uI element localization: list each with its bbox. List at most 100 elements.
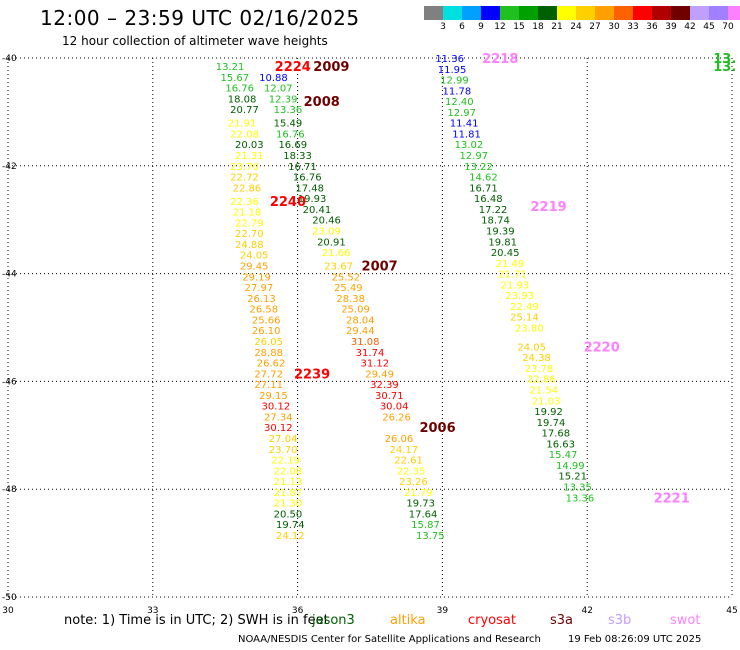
swh-value: 24.12 [276, 531, 305, 542]
colorbar-label: 45 [703, 22, 715, 32]
swh-value: 20.77 [230, 105, 259, 116]
swh-value: 25.66 [252, 315, 281, 326]
swh-value: 16.71 [288, 162, 317, 173]
swh-value: 16.76 [276, 129, 305, 140]
swh-value: 21.03 [532, 396, 561, 407]
colorbar-label: 27 [589, 22, 601, 32]
swh-value: 12.40 [445, 97, 474, 108]
swh-value: 29.44 [346, 326, 375, 337]
swh-value: 30.12 [262, 402, 291, 413]
swh-value: 22.19 [271, 456, 300, 467]
swh-value: 24.05 [240, 251, 269, 262]
swh-value: 22.49 [510, 302, 539, 313]
pass-13.: 13. [713, 60, 736, 75]
pass-13.: 13. [713, 52, 736, 67]
lon-tick-label: 39 [437, 606, 449, 616]
satellite-legend: jason3 altika cryosat s3a s3b swot [312, 613, 732, 631]
swh-value: 19.93 [298, 194, 327, 205]
lon-tick-label: 30 [2, 606, 14, 616]
colorbar-swatch [728, 6, 740, 20]
pass-id-label: 13. [713, 52, 736, 67]
pass-2006: 26.0624.1722.6122.3523.2621.7919.7317.64… [385, 421, 456, 542]
lat-tick-label: -46 [2, 377, 17, 387]
swh-value: 28.38 [336, 294, 365, 305]
colorbar-label: 70 [722, 22, 734, 32]
colorbar-label: 12 [494, 22, 506, 32]
swh-value: 21.54 [529, 385, 558, 396]
swh-value: 11.81 [452, 129, 481, 140]
colorbar-label: 3 [440, 22, 446, 32]
swh-value: 13.35 [563, 483, 592, 494]
swh-value: 26.06 [385, 434, 414, 445]
satellite-legend-swot: swot [670, 613, 701, 628]
swh-value: 27.04 [269, 434, 298, 445]
swh-value: 11.36 [435, 54, 464, 65]
pass-2009: 13.2115.6716.7618.0820.7721.9122.0820.03… [216, 60, 350, 194]
swh-value: 23.67 [324, 262, 353, 273]
swh-value: 26.62 [257, 359, 286, 370]
swh-value: 15.21 [558, 472, 587, 483]
swh-value: 13.75 [416, 531, 445, 542]
colorbar-label: 21 [551, 22, 563, 32]
swh-value: 23.26 [399, 477, 428, 488]
swh-value: 22.08 [230, 129, 259, 140]
map-subtitle: 12 hour collection of altimeter wave hei… [62, 34, 328, 48]
swh-value: 19.74 [537, 418, 566, 429]
lat-tick-label: -48 [2, 485, 17, 495]
swh-value: 20.41 [303, 205, 332, 216]
swh-value: 21.71 [498, 270, 527, 281]
swh-value: 20.03 [235, 140, 264, 151]
colorbar-swatch [519, 6, 538, 20]
lat-tick-label: -44 [2, 270, 17, 280]
pass-2008: 10.8812.0712.3913.3615.4916.7616.6918.33… [259, 73, 350, 259]
colorbar-swatch [671, 6, 690, 20]
swh-value: 29.49 [365, 369, 394, 380]
colorbar-swatch [500, 6, 519, 20]
lat-tick-label: -40 [2, 54, 17, 64]
swh-value: 16.76 [293, 173, 322, 184]
colorbar-swatch [576, 6, 595, 20]
swh-value: 31.74 [356, 348, 385, 359]
pass-2239: 29.1530.1227.3430.1227.0423.7022.1922.08… [259, 367, 330, 542]
pass-id-label: 2239 [294, 367, 330, 382]
colorbar-swatch [443, 6, 462, 20]
colorbar-label: 6 [459, 22, 465, 32]
swh-value: 18.33 [283, 151, 312, 162]
colorbar-swatch [557, 6, 576, 20]
lon-tick-label: 42 [581, 606, 592, 616]
swh-value: 13.02 [455, 140, 484, 151]
swh-value: 23.78 [525, 364, 554, 375]
map-title: 12:00 – 23:59 UTC 02/16/2025 [40, 6, 360, 30]
swh-value: 27.72 [254, 369, 283, 380]
swh-value: 14.62 [469, 173, 498, 184]
swh-value: 28.04 [346, 315, 375, 326]
swh-value: 21.49 [496, 259, 525, 270]
swh-value: 21.18 [233, 208, 262, 219]
swh-value: 21.31 [235, 151, 264, 162]
swh-value: 22.36 [230, 197, 259, 208]
swh-value: 15.49 [274, 119, 303, 130]
swh-value: 22.86 [527, 375, 556, 386]
swh-value: 22.72 [230, 173, 259, 184]
swh-value: 22.86 [233, 183, 262, 194]
swh-value: 16.69 [278, 140, 307, 151]
swh-value: 26.58 [249, 305, 278, 316]
swh-value: 16.71 [469, 183, 498, 194]
colorbar-label: 30 [608, 22, 620, 32]
lat-tick-label: -50 [2, 593, 17, 603]
swh-value: 19.74 [276, 520, 305, 531]
pass-id-label: 2007 [362, 260, 398, 275]
pass-id-label: 2218 [482, 52, 518, 67]
colorbar-swatch [633, 6, 652, 20]
map-tick-labels: 30 33 36 39 42 45 -40 -42 -44 -46 -48 -50 [2, 54, 738, 616]
swh-value: 17.64 [409, 509, 438, 520]
colorbar-swatch [424, 6, 443, 20]
colorbar-label: 33 [627, 22, 639, 32]
pass-id-label: 2224 [275, 60, 311, 75]
swh-value: 21.30 [274, 499, 303, 510]
colorbar-label: 39 [665, 22, 677, 32]
swh-value: 20.45 [491, 248, 520, 259]
pass-2220: 23.80 24.0524.3823.7822.8621.5421.0319.92… [515, 324, 620, 505]
swh-value: 31.08 [351, 337, 380, 348]
swh-value: 23.93 [505, 291, 534, 302]
